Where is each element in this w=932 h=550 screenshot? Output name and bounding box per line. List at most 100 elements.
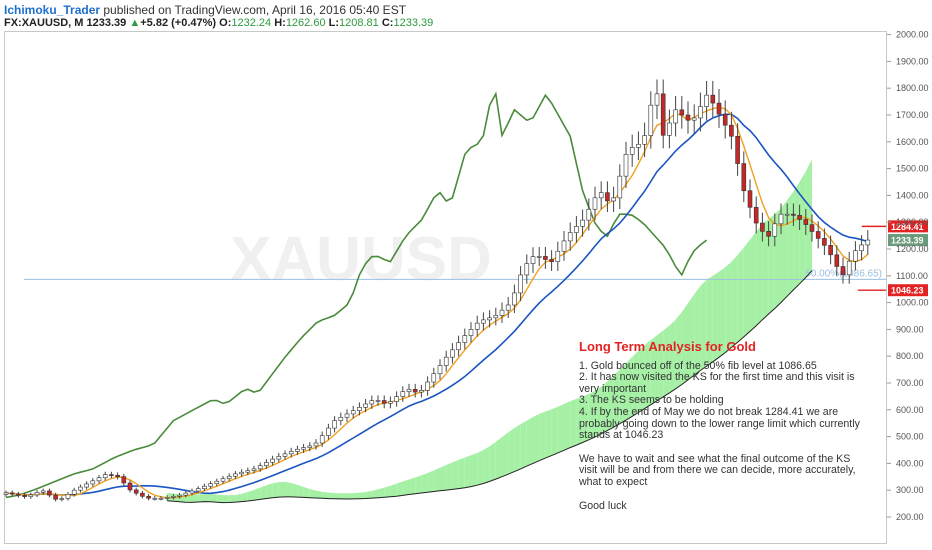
candle-body (338, 416, 344, 421)
candle-body (84, 483, 89, 488)
candle-body (530, 256, 536, 264)
ichimoku-cloud (384, 485, 391, 498)
published-text: published on TradingView.com, April 16, … (100, 3, 407, 17)
ichimoku-cloud (241, 492, 248, 502)
price-tag-upper: 1284.41 (888, 220, 928, 233)
candle-body (276, 456, 282, 460)
candle-body (28, 494, 34, 497)
axis-tick-label: 1100.00 (896, 271, 928, 281)
close-label: C: (381, 17, 394, 29)
candle-body (363, 403, 368, 408)
price-tag-current-bg (888, 234, 928, 247)
ichimoku-cloud (309, 488, 316, 499)
candle-body (78, 486, 83, 491)
candle-body (468, 329, 474, 336)
candle-body (115, 474, 120, 477)
ichimoku-cloud (712, 271, 719, 362)
candle-body (828, 245, 833, 256)
change-up-icon: ▲ (129, 17, 141, 29)
ichimoku-cloud (353, 492, 360, 499)
candle-body (220, 478, 226, 482)
ichimoku-cloud (632, 350, 639, 417)
candle-body (543, 256, 548, 260)
axis-tick-label: 1500.00 (896, 164, 929, 174)
ichimoku-cloud (446, 462, 453, 491)
candle-body (313, 442, 319, 447)
ichimoku-cloud (458, 457, 465, 489)
candle-body (450, 349, 455, 358)
candle-body (16, 493, 21, 496)
ichimoku-cloud (229, 494, 236, 503)
note-item: 4. If by the end of May we do not break … (579, 405, 860, 442)
candle-body (859, 244, 864, 252)
candle-body (834, 254, 840, 267)
candle-body (357, 407, 362, 411)
candle-body (567, 232, 573, 242)
candle-body (679, 109, 685, 116)
candle-body (729, 124, 734, 137)
ichimoku-cloud (198, 493, 205, 502)
candle-body (840, 266, 846, 276)
candle-body (815, 231, 821, 239)
ichimoku-cloud (464, 455, 471, 488)
candle-body (512, 292, 517, 306)
candle-body (462, 335, 468, 343)
tenkan-sen-line (5, 106, 869, 499)
candle-body (673, 109, 678, 124)
symbol-label[interactable]: FX:XAUUSD, M (4, 17, 84, 29)
axis-tick-label: 2000.00 (896, 30, 929, 40)
axis-tick-label: 200.00 (896, 512, 924, 522)
candle-body (202, 485, 207, 489)
candle-body (499, 309, 505, 316)
axis-tick-label: 800.00 (896, 351, 924, 361)
symbol-header: FX:XAUUSD, M 1233.39 ▲+5.82 (+0.47%) O:1… (4, 17, 433, 29)
axis-tick-label: 900.00 (896, 324, 924, 334)
candle-body (797, 215, 802, 220)
ichimoku-cloud (260, 485, 267, 500)
ichimoku-cloud (427, 470, 434, 493)
note-title: Long Term Analysis for Gold (579, 339, 756, 354)
ichimoku-cloud (595, 386, 602, 437)
axis-tick-label: 700.00 (896, 378, 924, 388)
candle-body (524, 263, 530, 276)
candle-body (264, 462, 269, 467)
ichimoku-cloud (477, 450, 484, 486)
candle-body (9, 492, 15, 495)
ichimoku-cloud (793, 181, 800, 290)
candle-body (288, 451, 294, 455)
candle-body (301, 447, 306, 450)
ichimoku-cloud (706, 275, 713, 367)
candle-body (698, 106, 703, 119)
ichimoku-cloud (508, 428, 515, 475)
candle-body (344, 413, 350, 418)
candle-body (853, 250, 858, 262)
candle-body (456, 342, 461, 351)
ichimoku-cloud (495, 437, 502, 480)
candle-body (282, 453, 288, 457)
candle-body (400, 391, 406, 397)
candle-body (388, 401, 393, 404)
ichimoku-cloud (415, 475, 422, 494)
candle-body (102, 474, 108, 479)
ichimoku-cloud (334, 492, 341, 499)
candle-body (623, 154, 629, 177)
candle-body (140, 492, 145, 497)
candle-body (493, 315, 499, 319)
ichimoku-cloud (681, 303, 688, 385)
candle-body (760, 222, 765, 232)
ichimoku-cloud (533, 413, 540, 464)
ichimoku-cloud (502, 432, 509, 477)
author-link[interactable]: Ichimoku_Trader (4, 3, 101, 17)
ichimoku-cloud (297, 484, 304, 498)
price-tag-current-text: 1233.39 (891, 236, 924, 246)
candle-body (660, 93, 666, 136)
candle-body (487, 317, 492, 321)
price-change: +5.82 (+0.47%) (140, 17, 217, 29)
chart-frame (4, 31, 887, 544)
ichimoku-cloud (545, 409, 552, 459)
publish-header: Ichimoku_Trader published on TradingView… (4, 3, 406, 17)
ichimoku-cloud (688, 294, 695, 380)
ichimoku-cloud (471, 453, 478, 487)
candle-body (716, 102, 722, 115)
